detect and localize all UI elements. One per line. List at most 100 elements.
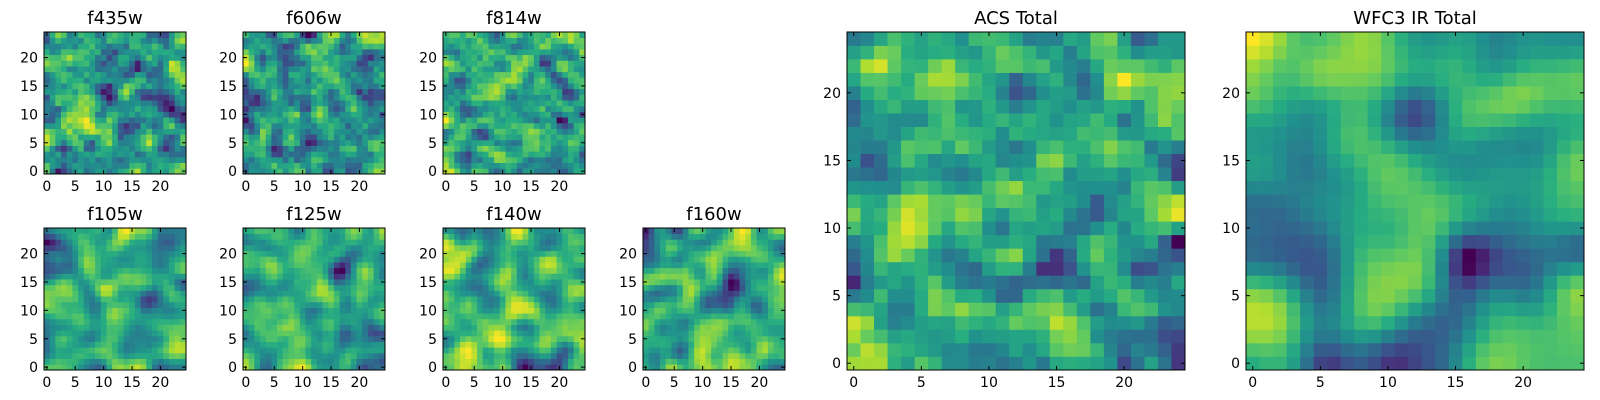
heatmap-cell [1130,302,1145,317]
heatmap-cell [117,105,124,112]
heatmap-cell [465,262,472,269]
heatmap-cell [671,290,678,297]
heatmap-cell [499,117,506,124]
heatmap-cell [539,313,546,320]
heatmap-cell [345,71,352,78]
heatmap-cell [356,341,363,348]
heatmap-cell [180,262,187,269]
heatmap-cell [733,347,740,354]
heatmap-cell [505,284,512,291]
heatmap-cell [350,139,357,146]
heatmap-cell [860,207,875,222]
heatmap-cell [316,151,323,158]
heatmap-cell [311,307,318,314]
heatmap-cell [745,313,752,320]
heatmap-cell [688,256,695,263]
heatmap-cell [362,284,369,291]
heatmap-cell [533,43,540,50]
heatmap-cell [311,347,318,354]
heatmap-cell [305,324,312,331]
heatmap-cell [660,279,667,286]
heatmap-cell [83,71,90,78]
heatmap-cell [460,94,467,101]
heatmap-cell [573,43,580,50]
heatmap-cell [671,296,678,303]
heatmap-cell [243,347,250,354]
heatmap-cell [505,273,512,280]
heatmap-cell [106,330,113,337]
heatmap-cell [277,228,284,235]
heatmap-cell [660,335,667,342]
heatmap-cell [567,37,574,44]
heatmap-cell [265,111,272,118]
heatmap-cell [362,37,369,44]
heatmap-cell [677,290,684,297]
heatmap-cell [260,256,267,263]
heatmap-cell [579,347,586,354]
heatmap-cell [311,32,318,39]
heatmap-cell [482,122,489,129]
heatmap-cell [55,54,62,61]
heatmap-cell [180,60,187,67]
heatmap-cell [567,228,574,235]
heatmap-cell [78,313,85,320]
heatmap-cell [72,273,79,280]
heatmap-cell [271,318,278,325]
heatmap-cell [522,71,529,78]
heatmap-cell [277,83,284,90]
heatmap-cell [49,156,56,163]
heatmap-cell [739,239,746,246]
heatmap-cell [660,347,667,354]
heatmap-cell [294,267,301,274]
heatmap-cell [505,94,512,101]
heatmap-cell [254,37,261,44]
heatmap-cell [277,233,284,240]
heatmap-cell [83,262,90,269]
heatmap-cell [282,279,289,286]
heatmap-cell [643,318,650,325]
heatmap-cell [350,228,357,235]
heatmap-cell [72,83,79,90]
heatmap-cell [134,32,141,39]
heatmap-cell [694,284,701,291]
heatmap-cell [112,100,119,107]
heatmap-cell [982,180,997,195]
heatmap-cell [482,347,489,354]
heatmap-cell [460,318,467,325]
heatmap-cell [511,313,518,320]
heatmap-cell [471,330,478,337]
heatmap-cell [168,307,175,314]
heatmap-cell [460,77,467,84]
heatmap-cell [1117,167,1132,182]
heatmap-cell [83,273,90,280]
heatmap-cell [1049,207,1064,222]
heatmap-cell [277,43,284,50]
heatmap-cell [362,134,369,141]
heatmap-cell [443,60,450,67]
heatmap-cell [465,128,472,135]
heatmap-cell [699,341,706,348]
heatmap-cell [550,250,557,257]
heatmap-cell [688,273,695,280]
heatmap-cell [277,32,284,39]
heatmap-cell [333,32,340,39]
heatmap-cell [95,88,102,95]
heatmap-cell [550,239,557,246]
heatmap-cell [448,94,455,101]
heatmap-cell [711,324,718,331]
heatmap-cell [117,267,124,274]
heatmap-cell [767,352,774,359]
heatmap-cell [129,128,136,135]
heatmap-cell [260,250,267,257]
heatmap-cell [61,267,68,274]
heatmap-cell [722,341,729,348]
heatmap-cell [66,273,73,280]
heatmap-cell [847,342,861,357]
heatmap-cell [66,32,73,39]
heatmap-cell [248,313,255,320]
heatmap-cell [847,167,861,182]
heatmap-cell [860,288,875,303]
heatmap-cell [66,330,73,337]
heatmap-cell [1049,194,1064,209]
heatmap-cell [773,324,780,331]
